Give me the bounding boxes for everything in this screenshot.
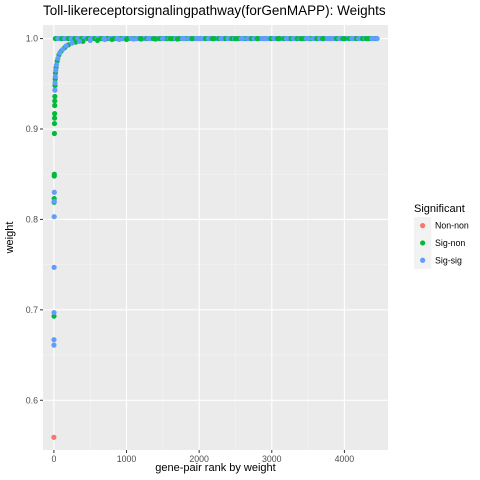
x-tick-label: 2000 <box>189 454 209 464</box>
data-point <box>320 35 326 42</box>
data-point <box>218 35 224 42</box>
data-point <box>174 36 180 42</box>
data-point <box>305 35 311 42</box>
points-layer <box>51 35 380 440</box>
data-point <box>52 111 58 117</box>
y-tick-label: 0.9 <box>26 124 38 134</box>
data-point <box>370 35 377 42</box>
data-point <box>53 62 60 68</box>
data-point <box>167 35 173 42</box>
data-point <box>51 313 57 319</box>
data-point <box>57 50 63 56</box>
y-tick-label: 0.7 <box>26 305 38 315</box>
legend-key-point <box>420 257 426 263</box>
data-point <box>52 87 58 93</box>
data-point <box>51 337 57 343</box>
data-point <box>51 342 57 348</box>
data-point <box>102 36 108 43</box>
y-tick-label: 0.8 <box>26 214 38 224</box>
y-tick-label: 1.0 <box>26 34 38 44</box>
data-point <box>51 130 58 137</box>
plot-panel <box>43 25 388 450</box>
legend-label: Non-non <box>435 221 469 231</box>
x-tick-label: 0 <box>51 454 56 464</box>
data-point <box>52 98 58 104</box>
legend-key-point <box>420 223 426 229</box>
data-point <box>196 35 202 42</box>
data-point <box>60 46 66 53</box>
chart-title: Toll-likereceptorsignalingpathway(forGen… <box>43 3 386 18</box>
data-point <box>298 35 304 42</box>
data-point <box>363 35 369 42</box>
x-tick-label: 3000 <box>262 454 282 464</box>
data-point <box>240 35 246 42</box>
data-point <box>160 35 166 42</box>
data-point <box>52 73 58 80</box>
y-axis-ticks: 0.6 0.7 0.8 0.9 1.0 <box>26 34 43 405</box>
data-point <box>94 37 101 43</box>
data-point <box>55 55 61 62</box>
data-point <box>51 115 58 121</box>
legend-key-point <box>420 240 426 246</box>
data-point <box>145 35 151 42</box>
data-point <box>138 36 144 42</box>
data-point <box>51 434 57 440</box>
data-point <box>80 38 86 44</box>
data-point <box>76 38 82 44</box>
y-axis-title: weight <box>4 222 16 255</box>
x-tick-label: 1000 <box>117 454 137 464</box>
legend-title: Significant <box>414 203 465 215</box>
data-point <box>211 35 217 42</box>
data-point <box>116 36 122 43</box>
data-point <box>51 309 57 316</box>
data-point <box>152 36 159 42</box>
legend-label: Sig-sig <box>435 255 462 265</box>
data-point <box>51 189 57 195</box>
x-tick-label: 4000 <box>335 454 355 464</box>
data-point <box>123 36 130 43</box>
data-point <box>276 35 282 42</box>
data-point <box>53 67 59 73</box>
data-point <box>52 93 58 100</box>
data-point <box>87 37 93 43</box>
data-point <box>374 35 380 42</box>
grid-minor <box>43 25 388 450</box>
legend-label: Sig-non <box>435 238 465 248</box>
x-axis-title: gene-pair rank by weight <box>155 462 275 474</box>
data-point <box>182 35 188 42</box>
data-point <box>51 214 57 220</box>
data-point <box>283 35 289 42</box>
data-point <box>254 35 260 42</box>
data-point <box>189 35 195 42</box>
data-point <box>69 40 75 46</box>
data-point <box>232 35 239 42</box>
data-point <box>51 120 58 127</box>
data-point <box>349 35 355 42</box>
legend: Significant Non-non Sig-non Sig-sig <box>414 203 469 269</box>
data-point <box>52 80 58 86</box>
x-axis-ticks: 0 1000 2000 3000 4000 <box>51 450 354 464</box>
data-point <box>327 35 333 42</box>
y-tick-label: 0.6 <box>26 395 38 405</box>
data-point <box>52 102 58 109</box>
data-point <box>51 171 57 177</box>
data-point <box>261 35 268 42</box>
data-point <box>131 36 137 42</box>
data-point <box>51 264 57 270</box>
data-point <box>109 36 115 43</box>
data-point <box>51 198 57 204</box>
data-point <box>63 43 69 49</box>
data-point <box>341 35 348 42</box>
